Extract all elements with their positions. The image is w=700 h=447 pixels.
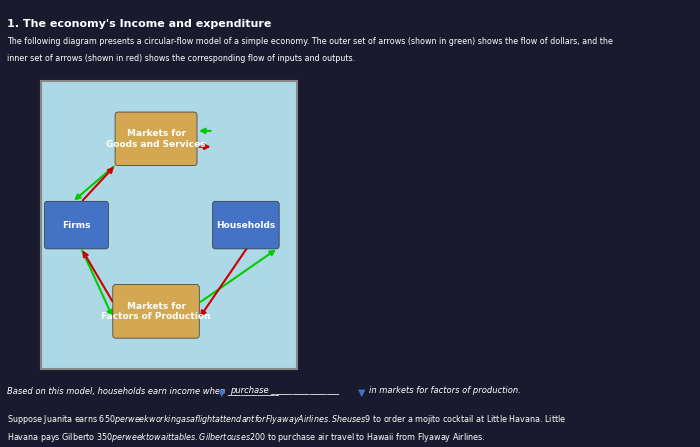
Text: ▼: ▼ — [358, 388, 366, 398]
Text: The following diagram presents a circular-flow model of a simple economy. The ou: The following diagram presents a circula… — [7, 37, 613, 46]
Text: Markets for
Goods and Services: Markets for Goods and Services — [106, 129, 206, 148]
FancyBboxPatch shape — [113, 285, 200, 338]
FancyBboxPatch shape — [41, 81, 298, 369]
Text: Based on this model, households earn income when ____________: Based on this model, households earn inc… — [7, 386, 279, 395]
Text: Suppose Juanita earns $650 per week working as a flight attendant for Flyaway Ai: Suppose Juanita earns $650 per week work… — [7, 413, 566, 426]
Text: 1. The economy's Income and expenditure: 1. The economy's Income and expenditure — [7, 19, 272, 29]
Text: purchase ________________: purchase ________________ — [230, 386, 339, 395]
FancyBboxPatch shape — [45, 201, 108, 249]
Text: Households: Households — [216, 220, 276, 230]
Text: Markets for
Factors of Production: Markets for Factors of Production — [102, 302, 211, 321]
FancyBboxPatch shape — [213, 201, 279, 249]
Text: Havana pays Gilberto $350 per week to wait tables. Gilberto uses $200 to purchas: Havana pays Gilberto $350 per week to wa… — [7, 431, 486, 444]
FancyBboxPatch shape — [115, 112, 197, 165]
Text: in markets for factors of production.: in markets for factors of production. — [369, 386, 521, 395]
Text: inner set of arrows (shown in red) shows the corresponding flow of inputs and ou: inner set of arrows (shown in red) shows… — [7, 54, 356, 63]
Text: ▼: ▼ — [218, 388, 225, 398]
Text: Firms: Firms — [62, 220, 91, 230]
